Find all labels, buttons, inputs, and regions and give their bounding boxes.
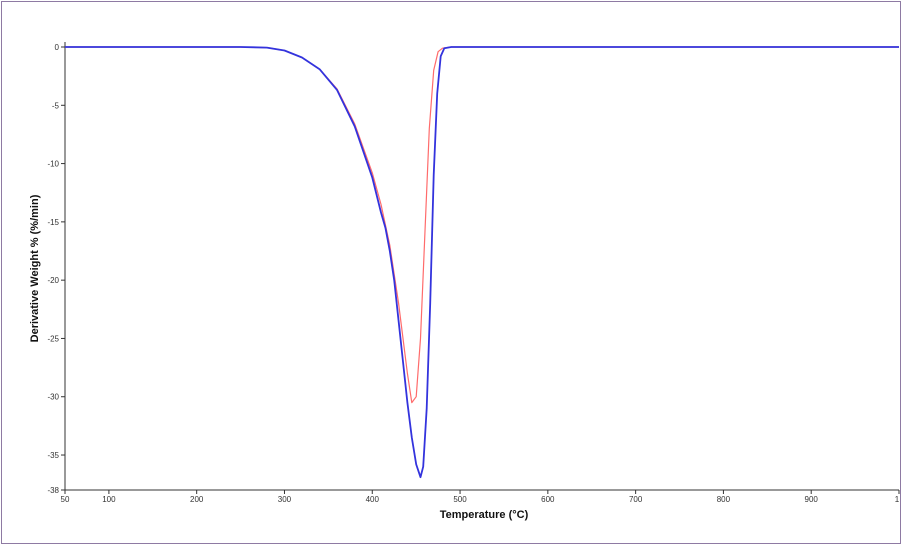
y-axis-title: Derivative Weight % (%/min) [29,194,41,342]
x-tick-label: 400 [366,495,380,504]
y-tick-label: -15 [47,218,59,227]
x-tick-label: 50 [61,495,70,504]
y-tick-label: -20 [47,276,59,285]
x-tick-label: 700 [629,495,643,504]
y-tick-label: -30 [47,393,59,402]
x-ticks: 50 100 200 300 400 500 600 700 800 900 1 [61,490,900,504]
x-tick-label: 100 [102,495,116,504]
y-tick-label: -10 [47,160,59,169]
x-tick-label: 500 [453,495,467,504]
y-tick-label: -5 [52,101,60,110]
x-axis-title: Temperature (°C) [440,509,529,521]
x-tick-label: 300 [278,495,292,504]
y-tick-label: 0 [55,43,60,52]
series-line-2 [65,46,899,479]
x-tick-label: 900 [805,495,819,504]
axes [64,42,899,491]
y-tick-label: -38 [47,486,59,495]
series-group [65,46,899,479]
x-tick-label: 1 [895,495,900,504]
y-ticks: 0 -5 -10 -15 -20 -25 -30 -35 -38 [47,43,65,495]
series-line-1 [65,46,899,404]
y-tick-label: -35 [47,451,59,460]
x-tick-label: 200 [190,495,204,504]
y-tick-label: -25 [47,334,59,343]
x-tick-label: 600 [541,495,555,504]
x-tick-label: 800 [717,495,731,504]
